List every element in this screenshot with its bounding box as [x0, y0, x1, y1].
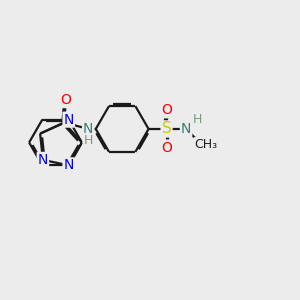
Text: H: H: [84, 134, 93, 147]
Text: H: H: [193, 113, 202, 126]
Text: CH₃: CH₃: [195, 138, 218, 151]
Text: N: N: [83, 122, 94, 136]
Text: N: N: [64, 112, 74, 127]
Text: O: O: [161, 103, 172, 117]
Text: N: N: [64, 158, 74, 172]
Text: O: O: [161, 141, 172, 154]
Text: S: S: [162, 122, 171, 136]
Text: N: N: [181, 122, 191, 136]
Text: N: N: [38, 153, 48, 167]
Text: O: O: [61, 93, 71, 107]
